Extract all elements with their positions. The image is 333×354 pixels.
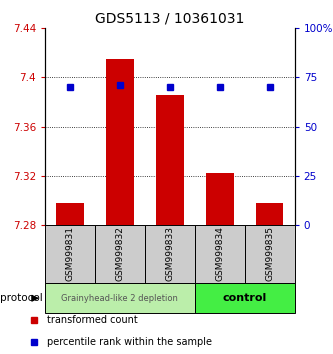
Bar: [256, 203, 283, 225]
Bar: [56, 203, 84, 225]
Text: GSM999832: GSM999832: [115, 227, 125, 281]
Bar: [95, 225, 145, 283]
Bar: [195, 225, 245, 283]
Text: protocol: protocol: [0, 293, 43, 303]
Text: percentile rank within the sample: percentile rank within the sample: [47, 337, 212, 347]
Bar: [195, 283, 295, 313]
Bar: [106, 59, 134, 225]
Text: GSM999833: GSM999833: [165, 227, 174, 281]
Text: GSM999831: GSM999831: [65, 227, 75, 281]
Bar: [45, 225, 95, 283]
Bar: [245, 225, 295, 283]
Bar: [206, 173, 233, 225]
Bar: [145, 225, 195, 283]
Bar: [45, 283, 195, 313]
Text: Grainyhead-like 2 depletion: Grainyhead-like 2 depletion: [62, 294, 178, 303]
Text: transformed count: transformed count: [47, 315, 138, 325]
Text: GSM999834: GSM999834: [215, 227, 224, 281]
Text: control: control: [223, 293, 267, 303]
Title: GDS5113 / 10361031: GDS5113 / 10361031: [95, 12, 244, 26]
Text: GSM999835: GSM999835: [265, 227, 274, 281]
Bar: [156, 95, 183, 225]
